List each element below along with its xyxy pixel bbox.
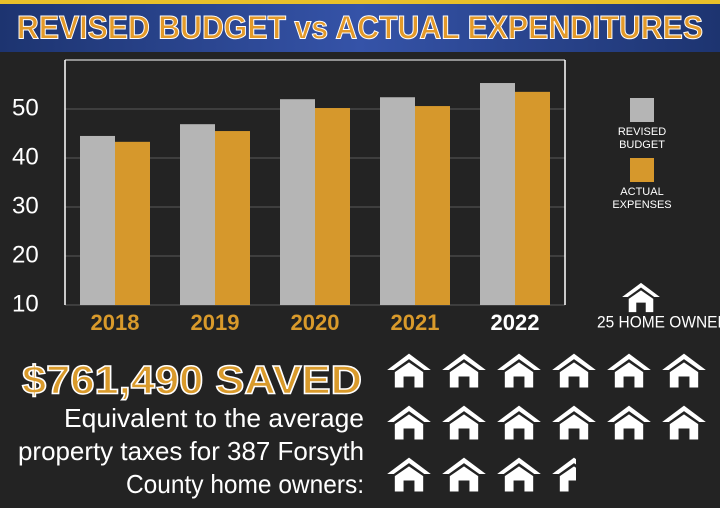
bar <box>515 91 550 305</box>
y-tick-label: 30 <box>12 192 39 219</box>
legend-label: REVISED BUDGET <box>618 126 666 151</box>
x-tick-label: 2021 <box>391 310 440 335</box>
description-line: property taxes for 387 Forsyth <box>18 436 364 466</box>
bar <box>215 131 250 305</box>
bar <box>180 124 215 305</box>
icon-key-label: 25 HOME OWNERS <box>597 312 720 331</box>
bar <box>480 83 515 305</box>
headline: $761,490 SAVED <box>22 359 362 403</box>
bar <box>115 141 150 305</box>
x-tick-label: 2020 <box>291 310 340 335</box>
bar <box>80 135 115 305</box>
legend-label: ACTUAL EXPENSES <box>612 186 671 211</box>
description-line: Equivalent to the average <box>64 403 364 433</box>
description-line: County home owners: <box>126 469 364 499</box>
legend-swatch <box>630 158 654 182</box>
y-tick-label: 20 <box>12 241 39 268</box>
title-banner <box>0 0 720 52</box>
y-tick-label: 10 <box>12 290 39 317</box>
y-tick-label: 40 <box>12 143 39 170</box>
chart-title: REVISED BUDGET vs ACTUAL EXPENDITURES <box>17 9 703 45</box>
x-tick-label: 2019 <box>191 310 240 335</box>
bar <box>315 108 350 306</box>
bar <box>380 97 415 306</box>
legend-swatch <box>630 98 654 122</box>
x-tick-label: 2022 <box>491 310 540 335</box>
banner-border <box>0 0 720 4</box>
bar <box>415 106 450 305</box>
bar <box>280 99 315 305</box>
x-tick-label: 2018 <box>91 310 140 335</box>
y-tick-label: 50 <box>12 94 39 121</box>
